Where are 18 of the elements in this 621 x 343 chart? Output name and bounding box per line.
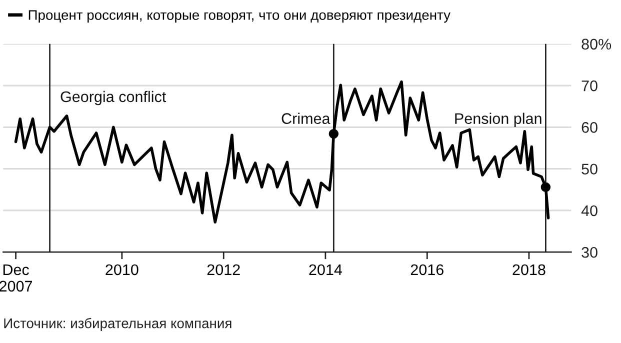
ref-line-label: Georgia conflict: [60, 90, 166, 106]
text: Источник: избирательная компания: [4, 318, 232, 331]
x-tick-label: 2012: [207, 264, 240, 276]
y-tick-label: 50: [582, 164, 598, 175]
y-tick-label: 70: [582, 80, 598, 92]
ref-line-label: Pension plan: [455, 112, 542, 128]
y-tick-label: 30: [582, 246, 598, 258]
ref-line-label: Crimea: [282, 112, 330, 124]
y-tick-label: 60: [582, 122, 598, 133]
legend-label: Процент россиян, которые говорят, что они доверяют президенту: [28, 10, 450, 23]
line-series: [14, 80, 550, 224]
x-tick-label: 2014: [309, 264, 342, 276]
y-tick-label: 40: [581, 205, 598, 216]
x-tick-label: 2018: [512, 264, 546, 276]
x-tick-label: Dec 2007: [0, 264, 32, 292]
x-tick-label: 2016: [410, 264, 444, 276]
x-tick-label: 2010: [106, 264, 138, 276]
y-tick-label: 80%: [582, 38, 612, 50]
